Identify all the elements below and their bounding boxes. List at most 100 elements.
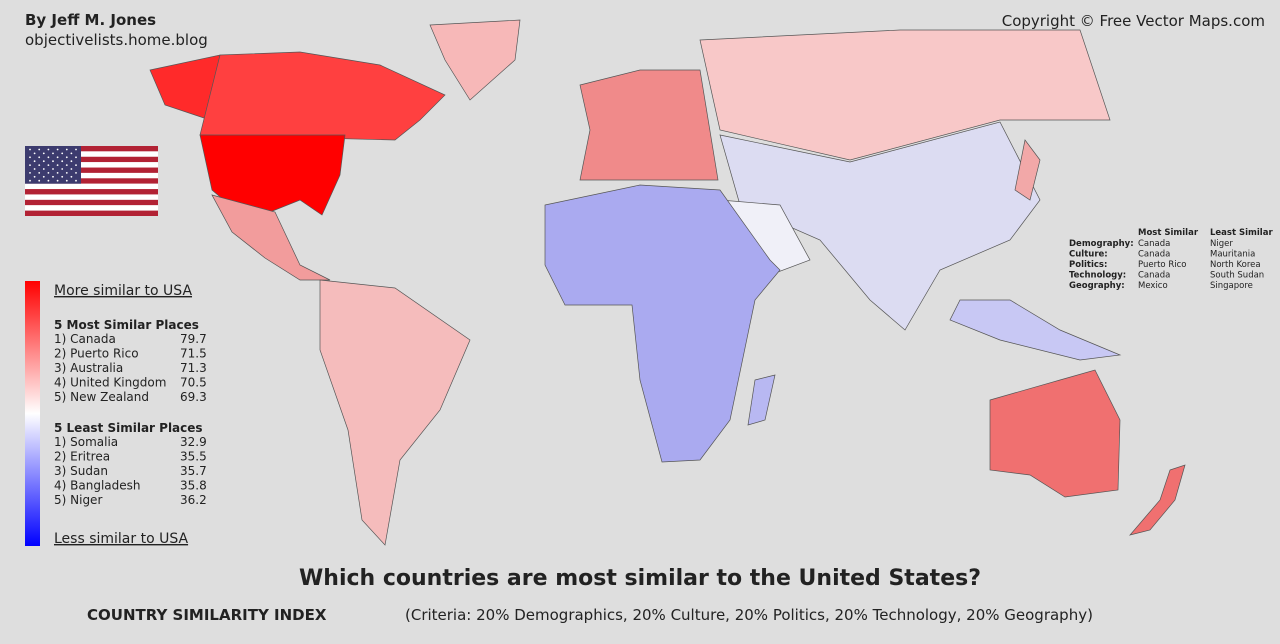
place-label: 5) New Zealand [54, 390, 149, 404]
legend-top: More similar to USA [54, 283, 192, 299]
cat-label: Demography: [1069, 239, 1134, 249]
cat-cell: Canada [1138, 250, 1170, 260]
place-label: 2) Puerto Rico [54, 347, 139, 361]
flag-stripe [25, 151, 158, 157]
flag-star [33, 160, 36, 163]
cat-cell: Mexico [1138, 281, 1168, 291]
africa [544, 184, 781, 463]
place-score: 71.5 [180, 347, 207, 361]
cat-label: Culture: [1069, 250, 1108, 260]
flag-canton [25, 146, 81, 184]
flag-star [65, 148, 68, 151]
flag-star [42, 175, 45, 178]
cat-header: Most Similar [1138, 228, 1199, 238]
cat-cell: Niger [1210, 239, 1233, 249]
europe [579, 69, 719, 181]
most-list: 1) Canada 79.7 2) Puerto Rico 71.5 3) Austra… [54, 332, 207, 404]
flag-star [56, 156, 59, 159]
flag-star [38, 179, 41, 182]
flag-star [29, 164, 31, 167]
land [149, 19, 1186, 546]
flag-star [29, 148, 31, 151]
place-score: 69.3 [180, 390, 207, 404]
flag-star [65, 164, 68, 167]
flag-star [75, 156, 77, 159]
flag-star [61, 168, 64, 170]
category-table: Most Similar Least Similar Demography: Cana… [1069, 228, 1273, 291]
flag-star [42, 152, 45, 155]
us-flag [25, 146, 158, 216]
title: Which countries are most similar to the … [299, 566, 981, 591]
flag-star [52, 168, 54, 170]
least-title: 5 Least Similar Places [54, 421, 203, 435]
flag-stripe [25, 172, 158, 179]
flag-stripe [25, 189, 158, 195]
flag-star [38, 164, 41, 167]
flag-star [70, 168, 73, 170]
flag-star [56, 179, 59, 182]
flag-stripe [25, 183, 158, 190]
flag-stripe [25, 162, 158, 168]
flag-star [38, 172, 41, 174]
flag-stripe [25, 210, 158, 216]
cat-cell: Canada [1138, 239, 1170, 249]
flag-star [75, 148, 77, 151]
cat-label: Politics: [1069, 260, 1107, 270]
flag-star [70, 160, 73, 163]
place-label: 3) Sudan [54, 464, 108, 478]
flag-star [47, 172, 50, 174]
russia [699, 29, 1111, 161]
flag-star [42, 168, 45, 170]
place-label: 4) Bangladesh [54, 479, 140, 493]
flag-stripe [25, 205, 158, 211]
place-label: 4) United Kingdom [54, 376, 166, 390]
flag-star [70, 152, 73, 155]
copyright: Copyright © Free Vector Maps.com [1002, 12, 1265, 30]
legend-bottom: Less similar to USA [54, 531, 188, 547]
place-score: 35.8 [180, 479, 207, 493]
flag-star [52, 160, 54, 163]
place-score: 35.7 [180, 464, 207, 478]
flag-star [47, 148, 50, 151]
flag-star [52, 175, 54, 178]
flag-star [75, 164, 77, 167]
flag-star [56, 148, 59, 151]
place-label: 1) Somalia [54, 435, 118, 449]
criteria: (Criteria: 20% Demographics, 20% Culture… [405, 606, 1093, 624]
flag-stripe [25, 167, 158, 173]
flag-star [56, 164, 59, 167]
cat-cell: Singapore [1210, 281, 1253, 291]
flag-star [75, 172, 77, 174]
place-score: 35.5 [180, 450, 207, 464]
new-zealand [1129, 464, 1186, 536]
color-scale [25, 281, 40, 546]
cat-header: Least Similar [1210, 228, 1273, 238]
south-america [319, 279, 471, 546]
place-label: 5) Niger [54, 493, 102, 507]
place-score: 79.7 [180, 332, 207, 346]
flag-star [47, 179, 50, 182]
place-label: 2) Eritrea [54, 450, 110, 464]
cat-cell: Mauritania [1210, 250, 1255, 260]
most-title: 5 Most Similar Places [54, 318, 199, 332]
cat-cell: South Sudan [1210, 271, 1264, 281]
flag-star [33, 175, 36, 178]
cat-label: Technology: [1069, 271, 1126, 281]
site: objectivelists.home.blog [25, 31, 208, 49]
flag-star [56, 172, 59, 174]
flag-star [33, 168, 36, 170]
flag-star [70, 175, 73, 178]
flag-star [47, 164, 50, 167]
place-score: 70.5 [180, 376, 207, 390]
flag-star [75, 179, 77, 182]
greenland [429, 19, 521, 101]
canada [199, 51, 446, 141]
place-score: 36.2 [180, 493, 207, 507]
australia [989, 369, 1121, 498]
cat-cell: North Korea [1210, 260, 1261, 270]
flag-stripe [25, 194, 158, 200]
least-list: 1) Somalia 32.9 2) Eritrea 35.5 3) Sudan 35.7… [54, 435, 207, 507]
madagascar [747, 374, 776, 426]
